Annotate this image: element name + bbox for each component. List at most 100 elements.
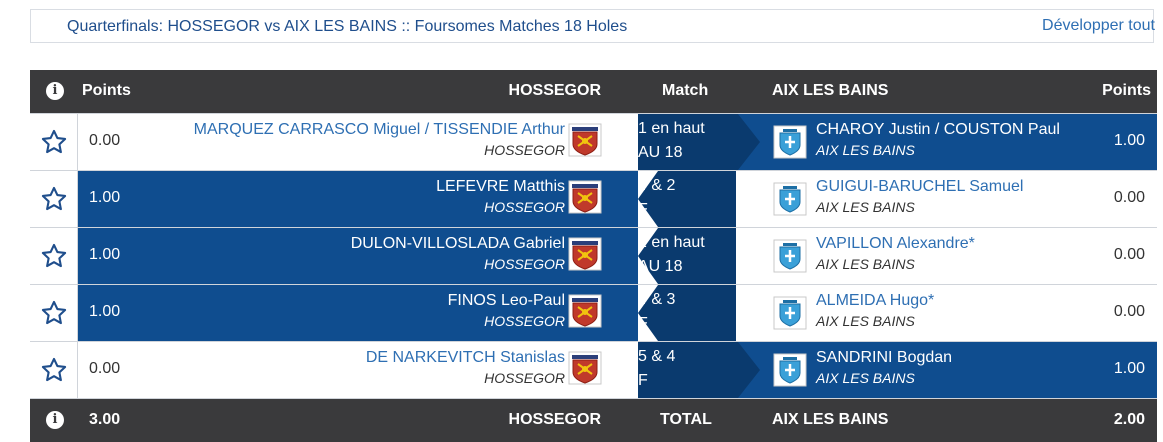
left-player-name[interactable]: DE NARKEVITCH Stanislas bbox=[365, 349, 565, 366]
left-total: 3.00 bbox=[89, 411, 121, 428]
aix-les-bains-crest-icon bbox=[773, 296, 807, 330]
table-row: 1.00 FINOS Leo-Paul HOSSEGOR 4 & 3 F ALM… bbox=[30, 285, 1157, 341]
favorite-cell bbox=[30, 342, 78, 398]
left-player-name[interactable]: DULON-VILLOSLADA Gabriel bbox=[350, 235, 565, 252]
right-player-block: GUIGUI-BARUCHEL Samuel AIX LES BAINS bbox=[816, 178, 1023, 215]
aix-les-bains-crest-icon bbox=[773, 125, 807, 159]
right-points: 0.00 bbox=[1113, 189, 1145, 206]
left-club-name: HOSSEGOR bbox=[484, 199, 565, 215]
results-table: i Points HOSSEGOR Match AIX LES BAINS Po… bbox=[30, 70, 1157, 442]
left-player-name[interactable]: LEFEVRE Matthis bbox=[436, 178, 565, 195]
right-player-block: VAPILLON Alexandre* AIX LES BAINS bbox=[816, 235, 975, 272]
match-result-badge bbox=[638, 114, 760, 170]
favorite-cell bbox=[30, 285, 78, 341]
left-player-name[interactable]: MARQUEZ CARRASCO Miguel / TISSENDIE Arth… bbox=[193, 121, 565, 138]
match-status: F bbox=[638, 201, 648, 218]
col-match: Match bbox=[662, 82, 709, 99]
hossegor-crest-icon bbox=[568, 180, 602, 214]
left-club-name: HOSSEGOR bbox=[484, 142, 565, 158]
star-outline-icon[interactable] bbox=[40, 185, 68, 213]
table-footer: i 3.00 HOSSEGOR TOTAL AIX LES BAINS 2.00 bbox=[30, 399, 1157, 442]
info-icon[interactable]: i bbox=[46, 82, 64, 100]
right-club-name: AIX LES BAINS bbox=[816, 313, 915, 329]
right-player-name[interactable]: CHAROY Justin / COUSTON Paul bbox=[816, 121, 1060, 138]
right-player-name[interactable]: GUIGUI-BARUCHEL Samuel bbox=[816, 178, 1024, 195]
right-club-name: AIX LES BAINS bbox=[816, 256, 915, 272]
table-row: 0.00 DE NARKEVITCH Stanislas HOSSEGOR 5 … bbox=[30, 342, 1157, 398]
star-outline-icon[interactable] bbox=[40, 299, 68, 327]
right-player-block: ALMEIDA Hugo* AIX LES BAINS bbox=[816, 292, 934, 329]
aix-les-bains-crest-icon bbox=[773, 239, 807, 273]
aix-les-bains-crest-icon bbox=[773, 182, 807, 216]
right-player-block: SANDRINI Bogdan AIX LES BAINS bbox=[816, 349, 952, 386]
left-club-name: HOSSEGOR bbox=[484, 313, 565, 329]
right-club-name: AIX LES BAINS bbox=[816, 370, 915, 386]
hossegor-crest-icon bbox=[568, 294, 602, 328]
expand-all-link[interactable]: Développer tout bbox=[1042, 17, 1155, 34]
star-outline-icon[interactable] bbox=[40, 128, 68, 156]
col-team-left: HOSSEGOR bbox=[508, 82, 601, 99]
left-points: 0.00 bbox=[89, 360, 121, 377]
favorite-cell bbox=[30, 171, 78, 227]
hossegor-crest-icon bbox=[568, 237, 602, 271]
left-points: 1.00 bbox=[89, 246, 121, 263]
left-player-block: DULON-VILLOSLADA Gabriel HOSSEGOR bbox=[351, 235, 565, 272]
right-points: 1.00 bbox=[1113, 132, 1145, 149]
col-team-right: AIX LES BAINS bbox=[772, 82, 889, 99]
left-band bbox=[78, 228, 638, 284]
col-points-right: Points bbox=[1102, 82, 1151, 99]
info-icon[interactable]: i bbox=[46, 411, 64, 429]
left-player-block: LEFEVRE Matthis HOSSEGOR bbox=[436, 178, 565, 215]
page-title: Quarterfinals: HOSSEGOR vs AIX LES BAINS… bbox=[67, 18, 628, 35]
match-result-badge bbox=[638, 171, 736, 227]
right-points: 0.00 bbox=[1113, 303, 1145, 320]
right-club-name: AIX LES BAINS bbox=[816, 199, 915, 215]
table-body: 0.00 MARQUEZ CARRASCO Miguel / TISSENDIE… bbox=[30, 113, 1157, 399]
hossegor-crest-icon bbox=[568, 123, 602, 157]
right-total: 2.00 bbox=[1113, 411, 1145, 428]
left-points: 0.00 bbox=[89, 132, 121, 149]
table-header: i Points HOSSEGOR Match AIX LES BAINS Po… bbox=[30, 70, 1157, 113]
footer-team-right: AIX LES BAINS bbox=[772, 411, 889, 428]
match-score: 5 & 4 bbox=[638, 348, 676, 365]
table-row: 1.00 DULON-VILLOSLADA Gabriel HOSSEGOR 2… bbox=[30, 228, 1157, 284]
match-title-bar: Quarterfinals: HOSSEGOR vs AIX LES BAINS… bbox=[30, 9, 1155, 43]
left-player-name[interactable]: FINOS Leo-Paul bbox=[447, 292, 565, 309]
footer-team-left: HOSSEGOR bbox=[508, 411, 601, 428]
left-band bbox=[78, 285, 638, 341]
left-player-block: MARQUEZ CARRASCO Miguel / TISSENDIE Arth… bbox=[194, 121, 565, 158]
star-outline-icon[interactable] bbox=[40, 242, 68, 270]
match-score: 2 en haut bbox=[638, 234, 705, 251]
match-status: AU 18 bbox=[638, 144, 683, 161]
left-club-name: HOSSEGOR bbox=[484, 370, 565, 386]
left-player-block: FINOS Leo-Paul HOSSEGOR bbox=[448, 292, 565, 329]
right-points: 1.00 bbox=[1113, 360, 1145, 377]
left-points: 1.00 bbox=[89, 189, 121, 206]
right-club-name: AIX LES BAINS bbox=[816, 142, 915, 158]
match-result-badge bbox=[638, 342, 760, 398]
hossegor-crest-icon bbox=[568, 351, 602, 385]
match-status: AU 18 bbox=[638, 258, 683, 275]
left-club-name: HOSSEGOR bbox=[484, 256, 565, 272]
right-player-name[interactable]: VAPILLON Alexandre* bbox=[816, 235, 975, 252]
aix-les-bains-crest-icon bbox=[773, 353, 807, 387]
favorite-cell bbox=[30, 228, 78, 284]
favorite-cell bbox=[30, 114, 78, 170]
left-band bbox=[78, 171, 638, 227]
match-status: F bbox=[638, 315, 648, 332]
match-status: F bbox=[638, 372, 648, 389]
match-score: 1 en haut bbox=[638, 120, 705, 137]
left-player-block: DE NARKEVITCH Stanislas HOSSEGOR bbox=[366, 349, 565, 386]
match-score: 4 & 2 bbox=[638, 177, 676, 194]
table-row: 0.00 MARQUEZ CARRASCO Miguel / TISSENDIE… bbox=[30, 114, 1157, 170]
star-outline-icon[interactable] bbox=[40, 356, 68, 384]
match-result-badge bbox=[638, 285, 736, 341]
right-points: 0.00 bbox=[1113, 246, 1145, 263]
right-player-name[interactable]: SANDRINI Bogdan bbox=[816, 349, 953, 366]
right-player-name[interactable]: ALMEIDA Hugo* bbox=[816, 292, 935, 309]
table-row: 1.00 LEFEVRE Matthis HOSSEGOR 4 & 2 F GU… bbox=[30, 171, 1157, 227]
match-score: 4 & 3 bbox=[638, 291, 676, 308]
left-points: 1.00 bbox=[89, 303, 121, 320]
match-result-badge bbox=[638, 228, 736, 284]
right-player-block: CHAROY Justin / COUSTON Paul AIX LES BAI… bbox=[816, 121, 1060, 158]
